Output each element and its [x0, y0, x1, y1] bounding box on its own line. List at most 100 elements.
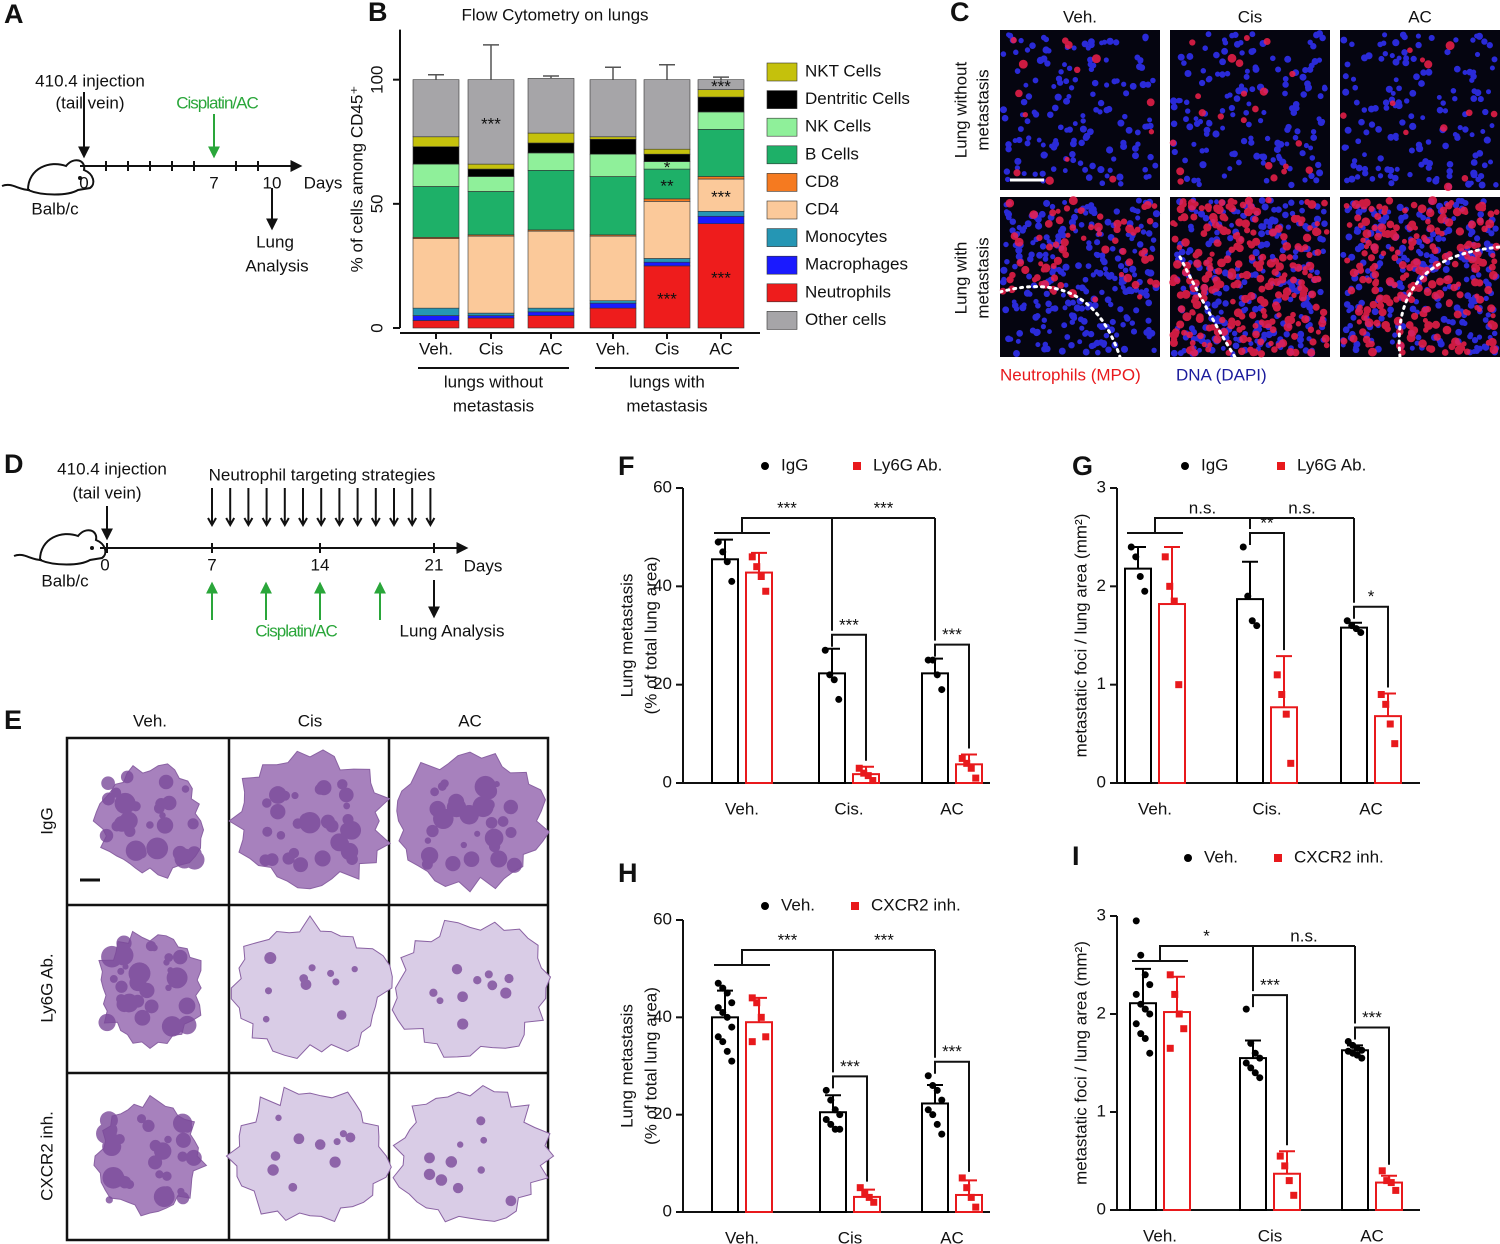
bracket — [934, 643, 970, 749]
data-point — [821, 646, 829, 654]
data-point — [1287, 759, 1295, 767]
error-bar — [1276, 655, 1292, 708]
data-point — [1387, 1179, 1395, 1187]
bar — [921, 1102, 949, 1214]
data-point — [967, 764, 975, 772]
data-point — [938, 686, 946, 694]
data-point — [938, 1130, 946, 1138]
y-axis-label: metastatic foci / lung area (mm²) — [1071, 941, 1090, 1185]
data-point — [963, 1184, 971, 1192]
bar — [1158, 603, 1186, 784]
significance: *** — [942, 625, 962, 644]
legend-label: Veh. — [1204, 847, 1238, 866]
legend-swatch — [766, 145, 798, 165]
bar-segment — [589, 153, 637, 177]
significance: *** — [1260, 976, 1280, 995]
row-label: Ly6G Ab. — [37, 953, 56, 1022]
legend-label: B Cells — [805, 144, 859, 163]
tissue-section — [225, 1086, 392, 1223]
histology-e: Veh. Cis AC IgG Ly6G Ab. CXCR2 inh. — [37, 711, 481, 1200]
column-label: Cis — [298, 711, 323, 730]
metastatic-foci — [429, 964, 514, 1030]
y-axis-label: Lung metastasis — [617, 574, 636, 698]
row-label: Lung with — [951, 242, 970, 315]
x-tick-label: AC — [940, 799, 964, 818]
legend-label: Ly6G Ab. — [1297, 455, 1366, 474]
data-point — [924, 1072, 932, 1080]
data-point — [1352, 625, 1360, 633]
significance: *** — [839, 615, 859, 634]
x-tick-label: Veh. — [725, 1228, 759, 1244]
significance: *** — [481, 114, 501, 133]
y-tick-label: 40 — [653, 576, 672, 595]
dapi-nuclei — [1170, 30, 1328, 189]
y-tick-label: 1 — [1097, 674, 1106, 693]
data-point — [728, 1023, 736, 1031]
y-tick-label: 0 — [663, 1201, 672, 1220]
bracket — [934, 1060, 970, 1172]
data-point — [723, 558, 731, 566]
significance: n.s. — [1290, 926, 1317, 945]
bar-segment — [412, 238, 460, 309]
bar-segment — [467, 235, 515, 314]
panel-label: E — [4, 705, 22, 735]
x-tick-label: Veh. — [1143, 1226, 1177, 1244]
significance: ** — [1260, 513, 1274, 532]
label: Balb/c — [31, 199, 79, 218]
data-point — [836, 1125, 844, 1133]
x-tick-label: AC — [940, 1228, 964, 1244]
legend-label: Macrophages — [805, 255, 908, 274]
error-bar — [543, 75, 559, 79]
data-point — [728, 1057, 736, 1065]
bar — [711, 558, 739, 785]
data-point — [1132, 990, 1140, 998]
bar-segment — [697, 210, 745, 217]
bar-segment — [589, 138, 637, 155]
data-point — [762, 587, 770, 595]
significance: *** — [874, 498, 894, 517]
data-point — [855, 764, 863, 772]
label: Lung Analysis — [400, 621, 505, 640]
data-point — [1132, 917, 1140, 925]
data-point — [860, 769, 868, 777]
data-point — [1278, 691, 1286, 698]
y-tick-label: 20 — [653, 1104, 672, 1123]
bar-segment — [589, 136, 637, 140]
data-point — [958, 1174, 966, 1182]
bar-segment — [697, 129, 745, 177]
legend-swatch — [766, 255, 798, 275]
bar — [818, 672, 846, 785]
data-point — [1251, 1069, 1259, 1077]
bar-segment — [527, 307, 575, 313]
data-point — [929, 1111, 937, 1119]
bar — [1341, 1049, 1369, 1212]
data-point — [830, 676, 838, 684]
significance: n.s. — [1288, 498, 1315, 517]
bar-segment — [643, 265, 691, 329]
legend-marker — [1184, 854, 1192, 862]
legend-swatch — [766, 90, 798, 109]
significance: *** — [711, 77, 731, 96]
data-point — [1343, 617, 1351, 625]
bar-segment — [527, 152, 575, 171]
legend-label: IgG — [781, 455, 808, 474]
data-point — [748, 994, 756, 1002]
data-point — [929, 1081, 937, 1089]
bar-segment — [467, 163, 515, 170]
significance: *** — [778, 930, 798, 949]
bar-segment — [527, 315, 575, 329]
data-point — [728, 999, 736, 1007]
data-point — [714, 1004, 722, 1012]
schematic-a: 410.4 injection (tail vein) Cisplatin/AC… — [1, 71, 342, 275]
bar-segment — [589, 79, 637, 138]
data-point — [861, 1189, 869, 1197]
bar-segment — [527, 142, 575, 154]
bar — [1163, 1011, 1191, 1211]
legend-marker — [761, 902, 769, 910]
y-tick-label: 2 — [1097, 576, 1106, 595]
data-point — [869, 777, 877, 785]
legend-label: NKT Cells — [805, 61, 881, 80]
data-point — [1146, 1049, 1154, 1057]
data-point — [719, 1008, 727, 1016]
legend-marker — [851, 902, 859, 910]
